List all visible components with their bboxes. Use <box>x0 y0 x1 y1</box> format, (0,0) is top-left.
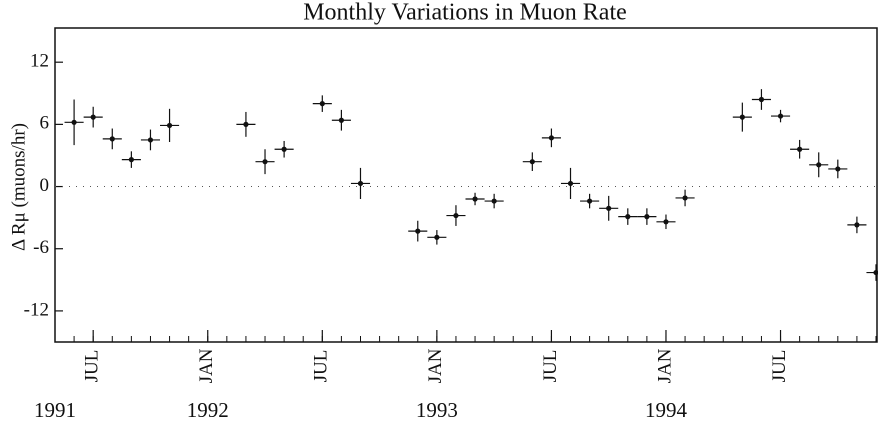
data-point <box>255 149 275 175</box>
data-point <box>274 140 294 158</box>
data-point <box>446 205 466 226</box>
marker <box>128 157 134 163</box>
data-point <box>121 151 141 168</box>
marker <box>644 214 650 220</box>
marker <box>109 136 115 142</box>
marker <box>548 135 555 141</box>
data-point <box>656 214 676 230</box>
data-point <box>790 139 810 159</box>
data-point <box>160 108 180 142</box>
marker <box>319 101 325 107</box>
data-point <box>312 95 332 112</box>
marker <box>71 119 77 125</box>
marker <box>453 212 459 219</box>
year-label: 1992 <box>187 398 229 422</box>
data-point <box>83 106 103 128</box>
data-point <box>637 208 657 225</box>
marker <box>777 113 784 119</box>
marker <box>529 159 535 165</box>
marker <box>797 146 803 152</box>
marker <box>606 205 612 211</box>
marker <box>587 198 593 204</box>
marker <box>166 122 173 129</box>
data-point <box>599 195 619 221</box>
x-tick-label: JUL <box>769 350 790 383</box>
marker <box>739 114 745 120</box>
year-label: 1994 <box>645 398 688 422</box>
data-point <box>236 111 256 137</box>
y-tick-label: -6 <box>33 237 49 258</box>
data-point <box>427 230 447 245</box>
data-point <box>408 220 428 242</box>
data-point <box>522 152 542 172</box>
y-tick-label: 0 <box>40 175 50 196</box>
data-point <box>770 109 791 123</box>
data-point <box>866 264 878 281</box>
marker <box>434 234 440 240</box>
marker <box>357 180 364 187</box>
marker <box>281 146 287 152</box>
marker <box>415 228 421 234</box>
marker <box>243 121 249 127</box>
marker <box>663 219 669 225</box>
year-label: 1991 <box>34 398 76 422</box>
marker <box>835 166 841 172</box>
marker <box>567 180 574 187</box>
x-tick-label: JUL <box>540 350 561 383</box>
marker <box>816 162 822 168</box>
data-point <box>331 109 351 131</box>
data-point <box>541 128 561 148</box>
marker <box>262 159 268 165</box>
marker <box>491 198 497 204</box>
data-point <box>618 208 638 225</box>
data-point <box>751 89 771 110</box>
marker <box>338 117 344 123</box>
data-point <box>350 167 371 199</box>
data-point <box>847 216 867 234</box>
data-point <box>560 167 581 199</box>
data-point <box>732 102 752 132</box>
data-point <box>140 129 161 151</box>
x-tick-label: JUL <box>82 350 103 383</box>
chart-title: Monthly Variations in Muon Rate <box>303 0 627 26</box>
x-tick-label: JUL <box>311 350 332 383</box>
x-tick-label: JAN <box>425 348 446 383</box>
marker <box>758 96 765 103</box>
marker <box>854 222 860 228</box>
marker <box>472 196 478 202</box>
y-axis-label: Δ Rμ (muons/hr) <box>8 123 29 251</box>
marker <box>873 269 878 276</box>
data-point <box>64 99 84 146</box>
data-point <box>580 193 600 209</box>
data-point <box>484 193 504 209</box>
data-point <box>809 152 829 178</box>
year-label: 1993 <box>416 398 458 422</box>
y-tick-label: 12 <box>30 51 49 72</box>
plot-frame <box>54 27 878 343</box>
x-tick-label: JAN <box>196 348 217 383</box>
marker <box>90 114 96 120</box>
y-tick-label: -12 <box>24 299 49 320</box>
marker <box>625 214 631 220</box>
data-point <box>465 192 485 206</box>
x-tick-label: JAN <box>654 348 675 383</box>
marker <box>682 195 688 201</box>
data-point <box>828 159 848 179</box>
y-tick-label: 6 <box>40 113 50 134</box>
data-point <box>102 128 122 150</box>
data-point <box>675 189 695 207</box>
marker <box>147 137 154 143</box>
